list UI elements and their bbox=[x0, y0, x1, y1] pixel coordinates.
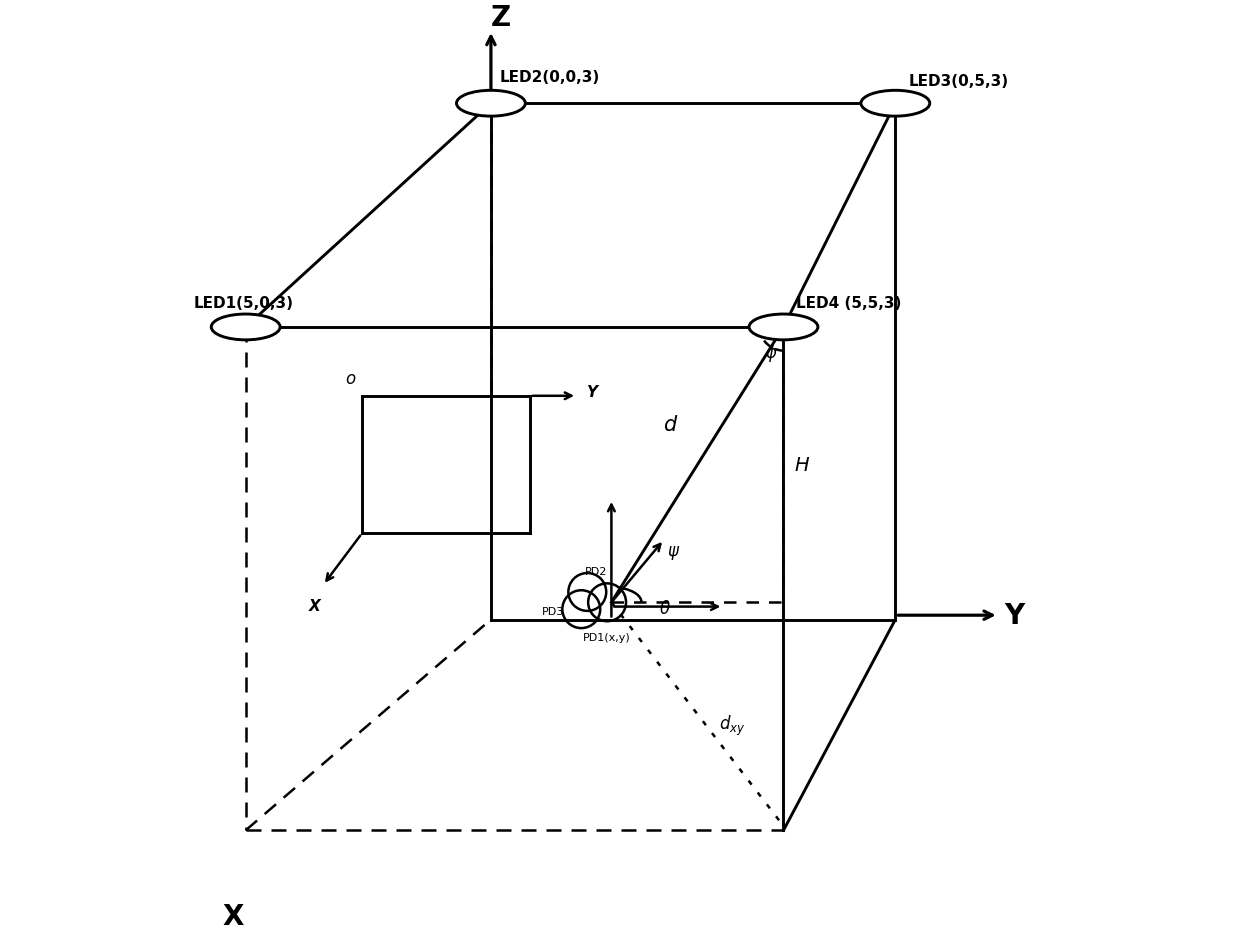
Text: PD1(x,y): PD1(x,y) bbox=[583, 633, 631, 643]
Text: $d_{xy}$: $d_{xy}$ bbox=[719, 714, 745, 738]
Text: X: X bbox=[222, 902, 243, 928]
Text: PD2: PD2 bbox=[585, 567, 608, 577]
Text: Y: Y bbox=[1004, 601, 1024, 629]
Text: $\phi$: $\phi$ bbox=[765, 342, 777, 364]
Text: LED1(5,0,3): LED1(5,0,3) bbox=[195, 295, 294, 310]
Text: Z: Z bbox=[491, 4, 511, 32]
Text: $d$: $d$ bbox=[663, 415, 678, 434]
Text: $\theta$: $\theta$ bbox=[658, 599, 671, 617]
Text: LED3(0,5,3): LED3(0,5,3) bbox=[908, 73, 1008, 89]
Text: PD3: PD3 bbox=[542, 606, 564, 616]
Ellipse shape bbox=[211, 315, 280, 341]
Ellipse shape bbox=[861, 91, 930, 117]
Text: X: X bbox=[309, 599, 320, 613]
Ellipse shape bbox=[456, 91, 526, 117]
Ellipse shape bbox=[749, 315, 818, 341]
Text: $H$: $H$ bbox=[794, 456, 810, 474]
Text: Y: Y bbox=[585, 384, 596, 400]
Text: LED2(0,0,3): LED2(0,0,3) bbox=[500, 71, 600, 85]
Text: $\psi$: $\psi$ bbox=[667, 544, 681, 561]
Text: o: o bbox=[345, 369, 355, 388]
Text: LED4 (5,5,3): LED4 (5,5,3) bbox=[796, 295, 901, 310]
